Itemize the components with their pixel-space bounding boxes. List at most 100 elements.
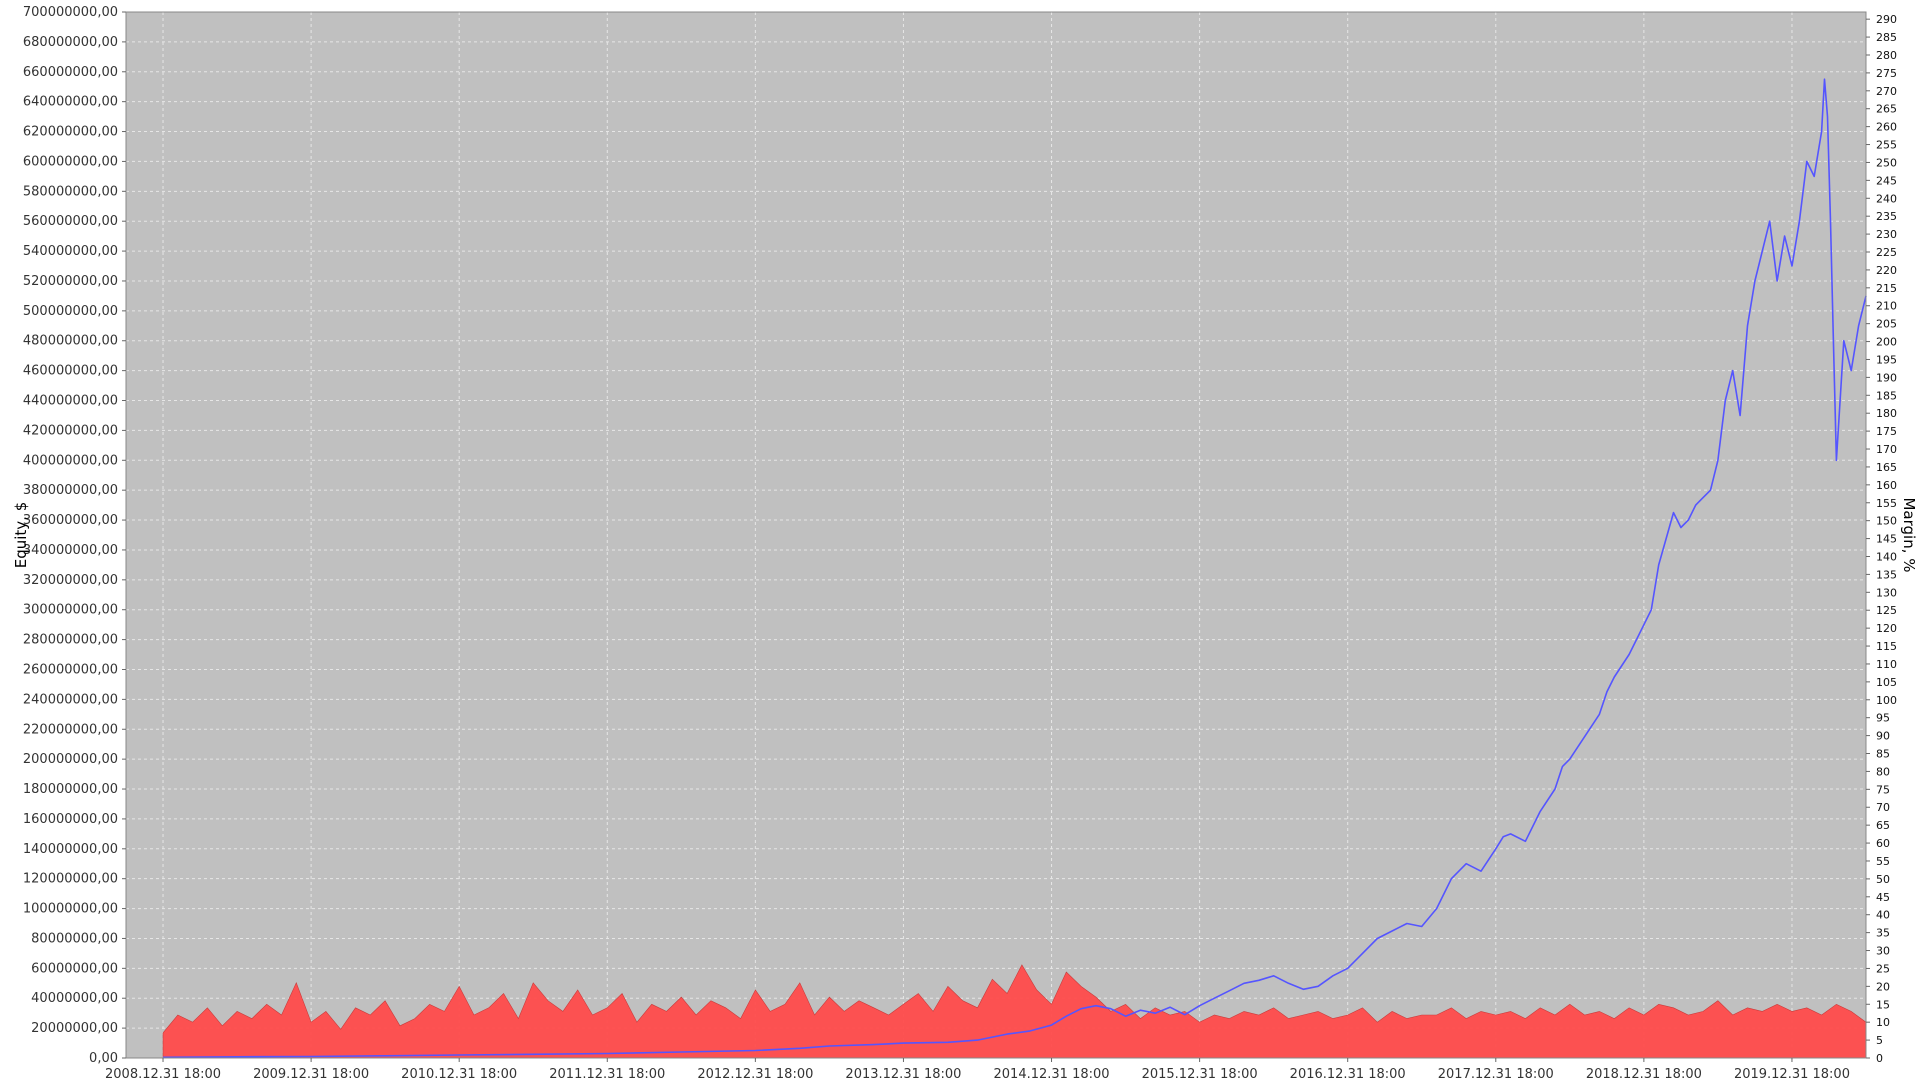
y2-tick-label: 215 xyxy=(1876,282,1897,295)
y-tick-label: 320000000,00 xyxy=(23,573,118,588)
y2-tick-label: 175 xyxy=(1876,425,1897,438)
y-tick-label: 180000000,00 xyxy=(23,782,118,797)
y2-tick-label: 45 xyxy=(1876,891,1890,904)
y2-tick-label: 250 xyxy=(1876,156,1897,169)
y-tick-label: 520000000,00 xyxy=(23,274,118,289)
y-tick-label: 700000000,00 xyxy=(23,5,118,20)
margin-series xyxy=(162,964,1867,1059)
y2-tick-label: 30 xyxy=(1876,945,1890,958)
left-axis-ticks: 0,00 20000000,00 40000000,00 60000000,00 800… xyxy=(23,5,126,1066)
x-tick-label: 2018.12.31 18:00 xyxy=(1586,1067,1702,1080)
y-tick-label: 260000000,00 xyxy=(23,662,118,677)
x-tick-label: 2010.12.31 18:00 xyxy=(401,1067,517,1080)
y2-tick-label: 245 xyxy=(1876,174,1897,187)
y2-tick-label: 80 xyxy=(1876,765,1890,778)
y2-tick-label: 285 xyxy=(1876,31,1897,44)
y-tick-label: 280000000,00 xyxy=(23,633,118,648)
x-tick-label: 2011.12.31 18:00 xyxy=(549,1067,665,1080)
y-tick-label: 60000000,00 xyxy=(31,961,118,976)
y-tick-label: 620000000,00 xyxy=(23,125,118,140)
y2-tick-label: 235 xyxy=(1876,210,1897,223)
y2-tick-label: 90 xyxy=(1876,730,1890,743)
y2-tick-label: 290 xyxy=(1876,13,1897,26)
y-tick-label: 20000000,00 xyxy=(31,1021,118,1036)
y-tick-label: 80000000,00 xyxy=(31,931,118,946)
equity-series xyxy=(162,78,1867,1059)
y2-tick-label: 65 xyxy=(1876,819,1890,832)
y-tick-label: 420000000,00 xyxy=(23,423,118,438)
y2-tick-label: 275 xyxy=(1876,67,1897,80)
y-axis-title: Equity, $ xyxy=(12,502,30,569)
y2-tick-label: 140 xyxy=(1876,550,1897,563)
y-tick-label: 340000000,00 xyxy=(23,543,118,558)
y-tick-label: 560000000,00 xyxy=(23,214,118,229)
x-tick-label: 2015.12.31 18:00 xyxy=(1142,1067,1258,1080)
y-tick-label: 500000000,00 xyxy=(23,304,118,319)
y-tick-label: 140000000,00 xyxy=(23,842,118,857)
y2-tick-label: 135 xyxy=(1876,568,1897,581)
y-tick-label: 240000000,00 xyxy=(23,692,118,707)
y2-tick-label: 150 xyxy=(1876,515,1897,528)
y2-tick-label: 110 xyxy=(1876,658,1897,671)
x-tick-label: 2012.12.31 18:00 xyxy=(697,1067,813,1080)
y-tick-label: 540000000,00 xyxy=(23,244,118,259)
y2-tick-label: 240 xyxy=(1876,192,1897,205)
y2-tick-label: 125 xyxy=(1876,604,1897,617)
y2-tick-label: 115 xyxy=(1876,640,1897,653)
y-tick-label: 640000000,00 xyxy=(23,95,118,110)
x-tick-label: 2009.12.31 18:00 xyxy=(253,1067,369,1080)
equity-line xyxy=(162,78,1867,1059)
y2-tick-label: 260 xyxy=(1876,121,1897,134)
y-tick-label: 600000000,00 xyxy=(23,154,118,169)
x-tick-label: 2017.12.31 18:00 xyxy=(1438,1067,1554,1080)
x-tick-label: 2014.12.31 18:00 xyxy=(994,1067,1110,1080)
x-axis-ticks: 2008.12.31 18:00 2009.12.31 18:00 2010.12.… xyxy=(105,1058,1850,1080)
y2-tick-label: 15 xyxy=(1876,998,1890,1011)
y-tick-label: 200000000,00 xyxy=(23,752,118,767)
x-tick-label: 2019.12.31 18:00 xyxy=(1734,1067,1850,1080)
y-tick-label: 0,00 xyxy=(89,1051,118,1066)
y-tick-label: 400000000,00 xyxy=(23,453,118,468)
y2-tick-label: 155 xyxy=(1876,497,1897,510)
y2-tick-label: 75 xyxy=(1876,783,1890,796)
y2-tick-label: 200 xyxy=(1876,336,1897,349)
y2-tick-label: 105 xyxy=(1876,676,1897,689)
y-tick-label: 460000000,00 xyxy=(23,364,118,379)
y-tick-label: 100000000,00 xyxy=(23,902,118,917)
y2-tick-label: 230 xyxy=(1876,228,1897,241)
y2-tick-label: 255 xyxy=(1876,139,1897,152)
y2-tick-label: 85 xyxy=(1876,748,1890,761)
y2-tick-label: 10 xyxy=(1876,1016,1890,1029)
y2-axis-title: Margin, % xyxy=(1900,497,1918,572)
y-tick-label: 360000000,00 xyxy=(23,513,118,528)
margin-area xyxy=(162,964,1867,1059)
y2-tick-label: 190 xyxy=(1876,371,1897,384)
y2-tick-label: 270 xyxy=(1876,85,1897,98)
y-tick-label: 680000000,00 xyxy=(23,35,118,50)
y-tick-label: 160000000,00 xyxy=(23,812,118,827)
y-tick-label: 300000000,00 xyxy=(23,603,118,618)
y2-tick-label: 265 xyxy=(1876,103,1897,116)
y2-tick-label: 0 xyxy=(1876,1052,1883,1065)
x-tick-label: 2008.12.31 18:00 xyxy=(105,1067,221,1080)
y-tick-label: 660000000,00 xyxy=(23,65,118,80)
y2-tick-label: 70 xyxy=(1876,801,1890,814)
y2-tick-label: 160 xyxy=(1876,479,1897,492)
plot-frame xyxy=(125,11,1867,1059)
y2-tick-label: 180 xyxy=(1876,407,1897,420)
x-tick-label: 2016.12.31 18:00 xyxy=(1290,1067,1406,1080)
y2-tick-label: 95 xyxy=(1876,712,1890,725)
y-tick-label: 220000000,00 xyxy=(23,722,118,737)
y-tick-label: 120000000,00 xyxy=(23,872,118,887)
x-tick-label: 2013.12.31 18:00 xyxy=(845,1067,961,1080)
y-tick-label: 40000000,00 xyxy=(31,991,118,1006)
y-tick-label: 440000000,00 xyxy=(23,394,118,409)
y-tick-label: 480000000,00 xyxy=(23,334,118,349)
y2-tick-label: 165 xyxy=(1876,461,1897,474)
y2-tick-label: 55 xyxy=(1876,855,1890,868)
y2-tick-label: 35 xyxy=(1876,927,1890,940)
y2-tick-label: 120 xyxy=(1876,622,1897,635)
y2-tick-label: 225 xyxy=(1876,246,1897,259)
y2-tick-label: 170 xyxy=(1876,443,1897,456)
